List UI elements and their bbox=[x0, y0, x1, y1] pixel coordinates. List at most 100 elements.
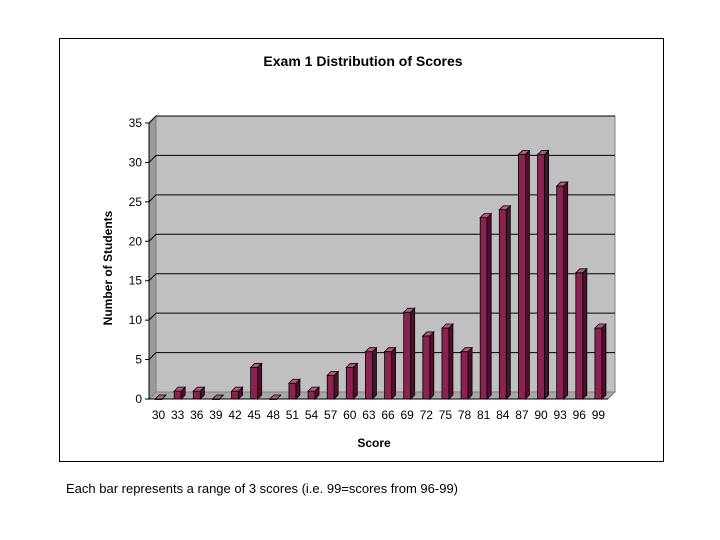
bar-top bbox=[173, 386, 187, 392]
x-tick-label: 36 bbox=[190, 408, 204, 422]
bar bbox=[192, 386, 206, 400]
bar-side bbox=[467, 346, 473, 400]
gridline bbox=[148, 273, 615, 282]
x-axis-title: Score bbox=[357, 436, 391, 450]
x-tick-label: 30 bbox=[152, 408, 166, 422]
gridline bbox=[148, 312, 615, 321]
gridline bbox=[148, 194, 615, 203]
bar-side bbox=[372, 346, 377, 400]
bar bbox=[536, 149, 550, 400]
bar bbox=[498, 204, 512, 400]
bar-side bbox=[525, 149, 530, 400]
bar-front bbox=[384, 351, 392, 400]
x-tick-label: 84 bbox=[496, 408, 510, 422]
x-tick-label: 87 bbox=[515, 408, 529, 422]
y-tick-label: 20 bbox=[129, 234, 143, 248]
x-axis-ticks: 30 33 36 39 42 45 48 51 54 57 60 63 66 69 72 75 78 81 84 87… bbox=[152, 408, 606, 422]
x-tick-label: 99 bbox=[592, 408, 606, 422]
x-tick-label: 45 bbox=[248, 408, 262, 422]
bar-top bbox=[326, 370, 340, 376]
bar-side bbox=[333, 370, 339, 400]
chart-frame: Exam 1 Distribution of Scores 0 5 10 15 20 25… bbox=[59, 38, 664, 462]
bar-front bbox=[537, 154, 545, 400]
bar bbox=[517, 149, 531, 400]
bar-top bbox=[536, 150, 550, 155]
bar-front bbox=[575, 272, 584, 400]
bar-front bbox=[173, 390, 182, 400]
x-tick-label: 66 bbox=[381, 408, 395, 422]
x-tick-label: 90 bbox=[534, 408, 548, 422]
bar-front bbox=[594, 327, 603, 400]
bar bbox=[326, 370, 340, 400]
bar-front bbox=[307, 390, 316, 400]
bar bbox=[440, 323, 454, 400]
x-tick-label: 60 bbox=[343, 408, 357, 422]
bar-front bbox=[441, 327, 450, 400]
bar-top bbox=[307, 386, 321, 392]
bar bbox=[383, 346, 397, 400]
y-tick-label: 5 bbox=[135, 353, 142, 367]
bar-side bbox=[486, 212, 492, 400]
bar-front bbox=[250, 367, 259, 400]
y-tick-label: 15 bbox=[129, 274, 143, 288]
gridline bbox=[148, 154, 615, 163]
bar-top bbox=[479, 213, 493, 219]
bar bbox=[249, 362, 263, 400]
bar-top bbox=[593, 323, 607, 329]
bar bbox=[574, 267, 588, 400]
x-tick-label: 51 bbox=[286, 408, 300, 422]
x-tick-label: 75 bbox=[439, 408, 453, 422]
bar bbox=[421, 330, 435, 400]
bar-top bbox=[555, 181, 569, 187]
bar-front bbox=[518, 154, 526, 400]
x-tick-label: 57 bbox=[324, 408, 338, 422]
x-tick-label: 69 bbox=[401, 408, 415, 422]
bar-top bbox=[230, 386, 244, 392]
x-tick-label: 33 bbox=[171, 408, 185, 422]
bar-top bbox=[498, 205, 512, 211]
bars bbox=[154, 149, 607, 400]
bar bbox=[173, 386, 187, 400]
bar bbox=[593, 323, 607, 400]
bar-front bbox=[326, 374, 335, 400]
bar-side bbox=[410, 307, 416, 400]
bar-side bbox=[352, 362, 358, 400]
bar-front bbox=[403, 311, 412, 400]
bar bbox=[402, 307, 416, 400]
bar-side bbox=[582, 267, 588, 400]
bar-front bbox=[498, 209, 507, 400]
bar bbox=[364, 346, 378, 400]
y-axis-ticks: 0 5 10 15 20 25 30 35 bbox=[129, 116, 608, 406]
bar-front bbox=[231, 390, 239, 400]
bar-front bbox=[460, 351, 469, 400]
x-tick-label: 72 bbox=[420, 408, 434, 422]
bar-top bbox=[287, 378, 301, 384]
bar-top bbox=[345, 363, 359, 368]
bar-side bbox=[257, 362, 263, 400]
x-tick-label: 42 bbox=[228, 408, 242, 422]
bar bbox=[555, 181, 569, 400]
bar-side bbox=[563, 181, 569, 400]
bar-front bbox=[365, 351, 373, 400]
bar-front bbox=[192, 390, 201, 400]
x-tick-label: 78 bbox=[458, 408, 472, 422]
bar-top bbox=[249, 363, 263, 368]
bar bbox=[460, 346, 474, 400]
chart-title: Exam 1 Distribution of Scores bbox=[263, 53, 462, 69]
x-tick-label: 81 bbox=[477, 408, 491, 422]
bar-front bbox=[345, 367, 354, 400]
gridline bbox=[148, 233, 615, 242]
x-tick-label: 54 bbox=[305, 408, 319, 422]
bar bbox=[230, 386, 244, 400]
bar bbox=[345, 362, 359, 400]
x-tick-label: 39 bbox=[209, 408, 223, 422]
score-distribution-chart: Exam 1 Distribution of Scores 0 5 10 15 20 25… bbox=[101, 53, 617, 450]
x-tick-label: 48 bbox=[267, 408, 281, 422]
bar bbox=[287, 378, 301, 400]
x-tick-label: 63 bbox=[362, 408, 376, 422]
y-tick-label: 30 bbox=[129, 155, 143, 169]
bar-top bbox=[402, 307, 416, 313]
y-axis-title: Number of Students bbox=[101, 210, 115, 325]
y-tick-label: 10 bbox=[129, 313, 143, 327]
bar-top bbox=[517, 150, 531, 155]
